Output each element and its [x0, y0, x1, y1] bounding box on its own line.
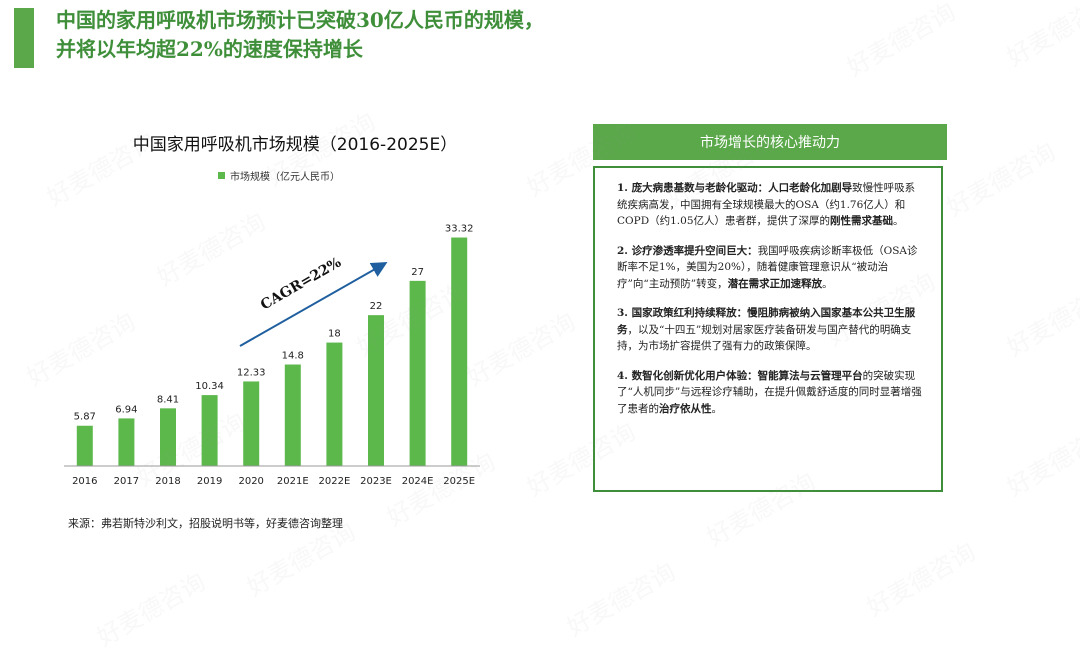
value-label-2024E: 27	[411, 267, 424, 278]
value-label-2019: 10.34	[195, 381, 224, 392]
bar-2017	[118, 418, 135, 466]
value-label-2023E: 22	[370, 301, 383, 312]
bar-2016	[76, 425, 93, 466]
driver-1-bold: 人口老龄化加剧导	[768, 182, 853, 194]
driver-2-bold-end: 潜在需求正加速释放	[727, 277, 823, 290]
tick-label-2021E: 2021E	[277, 476, 309, 487]
driver-4-bold-end: 治疗依从性	[659, 402, 712, 415]
tick-label-2025E: 2025E	[443, 476, 475, 487]
title-line-1: 中国的家用呼吸机市场预计已突破30亿人民币的规模，	[56, 8, 544, 32]
tick-label-2023E: 2023E	[360, 476, 392, 487]
tick-label-2022E: 2022E	[319, 476, 351, 487]
tick-label-2020: 2020	[238, 476, 263, 487]
driver-item-2: 2. 诊疗渗透率提升空间巨大：我国呼吸疾病诊断率极低（OSA诊断率不足1%，美国…	[617, 243, 923, 293]
cagr-arrow	[239, 262, 388, 347]
value-label-2020: 12.33	[237, 367, 266, 378]
driver-1-text: 致慢性呼吸系统疾病高发，中国拥有全球规模最大的OSA（约1.76亿人）和COPD…	[617, 182, 916, 227]
driver-4-tail: 。	[711, 402, 723, 415]
bar-2023E	[368, 315, 384, 466]
tick-label-2018: 2018	[155, 476, 180, 487]
value-label-2021E: 14.8	[282, 351, 304, 362]
title-accent-bar	[14, 8, 34, 68]
drivers-panel: 1. 庞大病患基数与老龄化驱动：人口老龄化加剧导致慢性呼吸系统疾病高发，中国拥有…	[593, 166, 943, 492]
value-label-2017: 6.94	[115, 404, 137, 415]
driver-1-tail: 。	[893, 215, 904, 227]
page-title: 中国的家用呼吸机市场预计已突破30亿人民币的规模， 并将以年均超22%的速度保持…	[56, 6, 956, 64]
driver-2-text: 我国呼吸疾病诊断率极低（OSA诊断率不足1%，美国为20%），随着健康管理意识从…	[617, 244, 918, 290]
bar-2022E	[326, 342, 343, 466]
driver-2-tail: 。	[822, 277, 833, 290]
bar-2025E	[451, 237, 468, 466]
value-label-2016: 5.87	[74, 412, 96, 423]
panel-header: 市场增长的核心推动力	[593, 124, 947, 160]
chart-legend: 市场规模（亿元人民币）	[218, 168, 340, 183]
value-label-2025E: 33.32	[445, 224, 474, 235]
driver-item-1: 1. 庞大病患基数与老龄化驱动：人口老龄化加剧导致慢性呼吸系统疾病高发，中国拥有…	[617, 180, 923, 230]
driver-1-bold-end: 刚性需求基础	[830, 215, 894, 227]
tick-label-2019: 2019	[197, 476, 222, 487]
cagr-label: CAGR=22%	[258, 255, 344, 314]
tick-label-2017: 2017	[114, 476, 139, 487]
title-line-2: 并将以年均超22%的速度保持增长	[56, 37, 363, 61]
legend-swatch	[218, 172, 225, 179]
value-label-2022E: 18	[328, 329, 341, 340]
driver-item-3: 3. 国家政策红利持续释放：慢阻肺病被纳入国家基本公共卫生服务，以及“十四五”规…	[617, 305, 923, 355]
driver-1-lead: 1. 庞大病患基数与老龄化驱动：	[617, 182, 769, 194]
driver-3-lead: 3. 国家政策红利持续释放：	[617, 307, 748, 319]
value-label-2018: 8.41	[157, 394, 179, 405]
driver-4-text: 的突破实现了“人机同步”与远程诊疗辅助，在提升佩戴舒适度的同时显著增强了患者的	[617, 369, 922, 415]
tick-label-2024E: 2024E	[402, 476, 434, 487]
bar-chart: 5.87 2016 6.94 2017 8.41 2018 10.34 2019 12.33 20…	[64, 224, 480, 487]
driver-item-4: 4. 数智化创新优化用户体验：智能算法与云管理平台的突破实现了“人机同步”与远程…	[617, 368, 923, 418]
driver-3-text: ，以及“十四五”规划对居家医疗装备研发与国产替代的明确支持，为市场扩容提供了强有…	[617, 323, 912, 353]
driver-3-bold: 慢阻肺病被纳入国家基本公共卫生服务	[617, 307, 916, 336]
source-note: 来源：弗若斯特沙利文，招股说明书等，好麦德咨询整理	[68, 517, 343, 530]
bar-2019	[201, 395, 218, 466]
driver-4-lead: 4. 数智化创新优化用户体验：	[617, 369, 758, 382]
bar-2020	[243, 381, 260, 466]
bar-2018	[160, 408, 176, 466]
legend-label: 市场规模（亿元人民币）	[230, 172, 340, 183]
driver-2-lead: 2. 诊疗渗透率提升空间巨大：	[617, 244, 758, 257]
tick-label-2016: 2016	[72, 476, 97, 487]
driver-4-bold: 智能算法与云管理平台	[757, 369, 863, 382]
bar-2021E	[284, 364, 301, 466]
bar-2024E	[409, 280, 426, 466]
chart-title: 中国家用呼吸机市场规模（2016-2025E）	[132, 135, 458, 155]
